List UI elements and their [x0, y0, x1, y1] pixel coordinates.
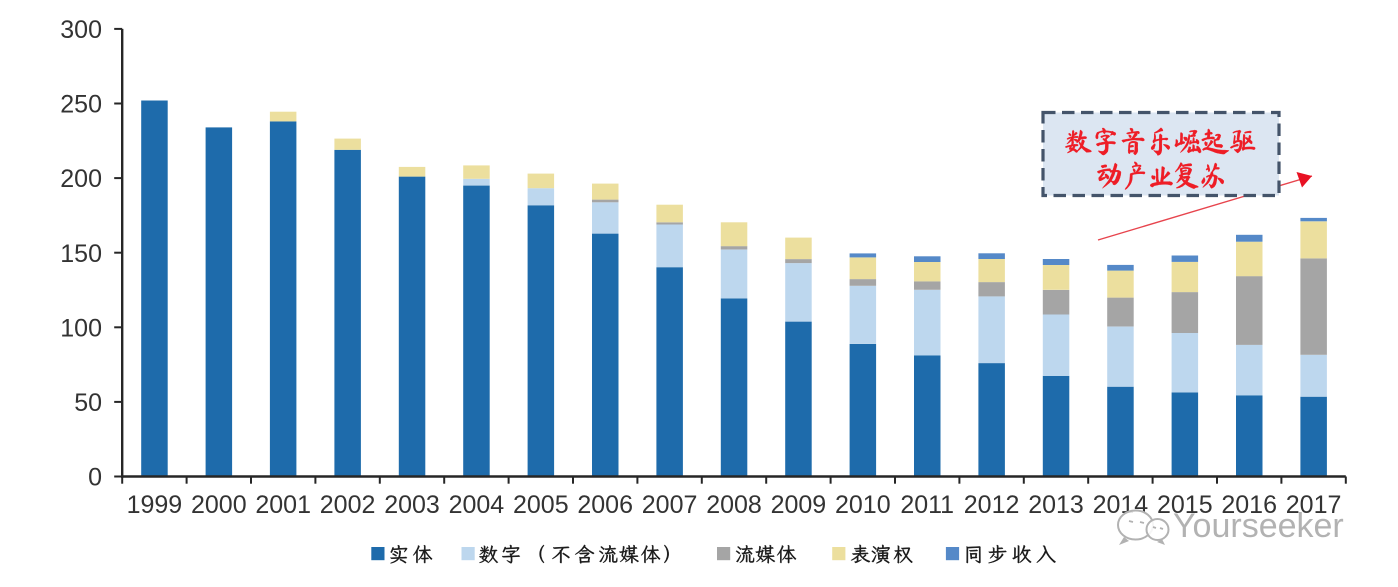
svg-text:300: 300 — [60, 16, 102, 44]
svg-text:250: 250 — [60, 91, 102, 119]
svg-text:2009: 2009 — [771, 491, 827, 519]
svg-text:2006: 2006 — [577, 491, 633, 519]
svg-text:2017: 2017 — [1286, 491, 1342, 519]
svg-text:2002: 2002 — [320, 491, 376, 519]
svg-text:2010: 2010 — [835, 491, 891, 519]
svg-text:1999: 1999 — [127, 491, 183, 519]
svg-text:2016: 2016 — [1221, 491, 1277, 519]
svg-text:2007: 2007 — [642, 491, 698, 519]
svg-text:2013: 2013 — [1028, 491, 1084, 519]
svg-text:150: 150 — [60, 240, 102, 268]
svg-text:2008: 2008 — [706, 491, 762, 519]
svg-text:2005: 2005 — [513, 491, 569, 519]
svg-text:2015: 2015 — [1157, 491, 1213, 519]
svg-text:100: 100 — [60, 314, 102, 342]
svg-text:50: 50 — [74, 389, 102, 417]
svg-text:2012: 2012 — [964, 491, 1020, 519]
svg-text:0: 0 — [88, 464, 102, 492]
svg-text:200: 200 — [60, 165, 102, 193]
svg-text:2001: 2001 — [255, 491, 311, 519]
svg-text:2000: 2000 — [191, 491, 247, 519]
svg-text:2004: 2004 — [449, 491, 505, 519]
svg-text:Yourseeker: Yourseeker — [1173, 507, 1344, 545]
svg-text:2003: 2003 — [384, 491, 440, 519]
svg-text:2011: 2011 — [900, 491, 954, 519]
